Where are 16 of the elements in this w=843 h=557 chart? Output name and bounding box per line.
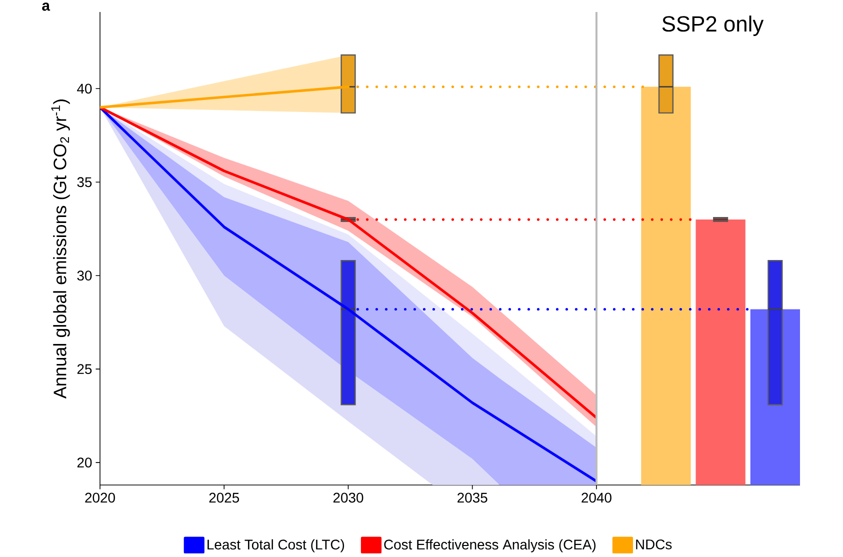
y-tick-label: 30 (77, 270, 92, 281)
y-tick-label: 25 (77, 364, 92, 374)
annotation: SSP2 only (662, 16, 764, 36)
y-axis-title: Annual global emissions (Gt CO$_{2}$ yr$^{-1}$) (51, 100, 70, 399)
legend-label: NDCs (636, 539, 672, 550)
x-tick-label: 2035 (458, 492, 488, 503)
x-tick-label: 2025 (209, 492, 240, 503)
x-tick-label: 2030 (333, 492, 364, 503)
legend-label: Least Total Cost (LTC) (208, 539, 344, 552)
x-tick-label: 2020 (85, 492, 115, 503)
y-tick-label: 40 (77, 84, 92, 94)
x-tick-label: 2040 (582, 492, 612, 503)
legend-label: Cost Effectiveness Analysis (CEA) (384, 539, 596, 552)
y-tick-label: 20 (77, 458, 92, 468)
y-tick-label: 35 (77, 177, 92, 188)
text: a (42, 2, 50, 11)
